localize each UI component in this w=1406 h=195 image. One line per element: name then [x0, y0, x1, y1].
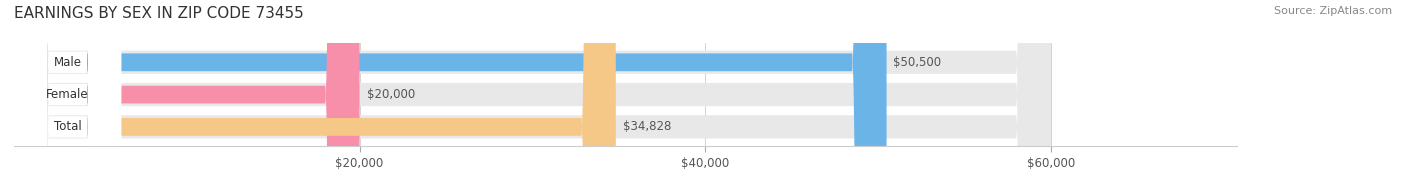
Text: Total: Total	[53, 120, 82, 133]
Text: Male: Male	[53, 56, 82, 69]
Text: Source: ZipAtlas.com: Source: ZipAtlas.com	[1274, 6, 1392, 16]
FancyBboxPatch shape	[14, 0, 1050, 195]
FancyBboxPatch shape	[14, 0, 121, 195]
Text: $20,000: $20,000	[367, 88, 415, 101]
Text: Female: Female	[46, 88, 89, 101]
FancyBboxPatch shape	[14, 0, 1050, 195]
FancyBboxPatch shape	[14, 0, 887, 195]
FancyBboxPatch shape	[14, 0, 121, 195]
Text: $50,500: $50,500	[893, 56, 942, 69]
Text: EARNINGS BY SEX IN ZIP CODE 73455: EARNINGS BY SEX IN ZIP CODE 73455	[14, 6, 304, 21]
FancyBboxPatch shape	[14, 0, 360, 195]
FancyBboxPatch shape	[14, 0, 1050, 195]
Text: $34,828: $34,828	[623, 120, 671, 133]
FancyBboxPatch shape	[14, 0, 121, 195]
FancyBboxPatch shape	[14, 0, 616, 195]
